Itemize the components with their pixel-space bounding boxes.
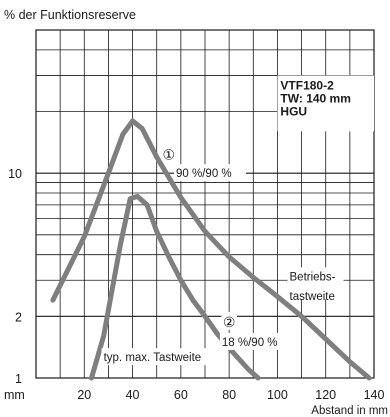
x-tick-label: 80	[222, 388, 236, 402]
legend-text: TW: 140 mm	[280, 91, 350, 105]
annotation-label: typ. max. Tastweite	[104, 352, 202, 364]
x-tick-label: 60	[174, 388, 188, 402]
series-label: ②	[223, 314, 236, 330]
legend-text: HGU	[280, 104, 307, 118]
series-marker-background	[159, 144, 178, 163]
plot-frame	[35, 29, 375, 379]
x-tick-label: 40	[126, 388, 140, 402]
x-axis-unit: mm	[4, 388, 25, 402]
annotation-background	[174, 164, 247, 182]
x-axis-title: Abstand in mm	[311, 405, 388, 417]
annotation-label: 90 %/90 %	[176, 168, 232, 180]
annotation-background	[101, 348, 224, 366]
legend-box-background	[277, 75, 374, 132]
series-label: ①	[163, 146, 176, 162]
legend-text: VTF180-2	[280, 78, 334, 92]
y-tick-label: 2	[15, 310, 22, 324]
x-tick-label: 120	[315, 388, 336, 402]
y-tick-label: 1	[15, 372, 22, 386]
annotation-background	[287, 267, 344, 300]
annotation-label: 18 %/90 %	[222, 337, 278, 349]
series-marker-background	[220, 311, 239, 330]
x-tick-label: 100	[267, 388, 288, 402]
annotation-label: Betriebs-	[290, 271, 336, 283]
y-axis-title: % der Funktionsreserve	[4, 8, 136, 22]
x-tick-label: 140	[364, 388, 385, 402]
series-line-1	[50, 118, 372, 381]
annotation-background	[219, 332, 292, 350]
x-tick-label: 20	[77, 388, 91, 402]
annotation-label: tastweite	[290, 291, 335, 303]
y-tick-label: 10	[8, 167, 22, 181]
